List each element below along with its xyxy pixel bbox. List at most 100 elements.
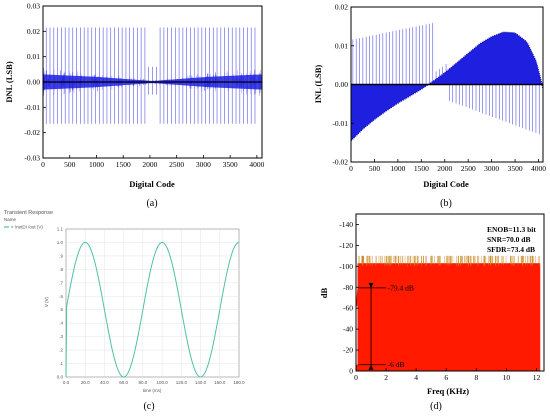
fft-arrow-head-down bbox=[368, 282, 374, 288]
transient-y-tick-label: 0.0 bbox=[57, 375, 64, 380]
fft-x-tick-label: 4 bbox=[414, 373, 418, 382]
dnl-x-tick-label: 0 bbox=[41, 160, 45, 169]
transient-x-tick-label: 40.0 bbox=[100, 380, 109, 385]
transient-chart: Transient Response Name > /netDI /out (V… bbox=[4, 210, 245, 412]
fft-x-tick-label: 2 bbox=[384, 373, 388, 382]
fft-y-axis-label: dB bbox=[319, 287, 329, 298]
transient-caption: (c) bbox=[143, 401, 154, 412]
transient-waveform bbox=[65, 241, 240, 378]
transient-y-tick-label: .3 bbox=[59, 334, 63, 339]
inl-x-tick-label: 500 bbox=[369, 164, 381, 173]
fft-arrow-head-up bbox=[368, 364, 374, 370]
transient-x-axis-label: time (ms) bbox=[143, 388, 162, 393]
fft-x-tick-label: 0 bbox=[354, 373, 358, 382]
fft-y-tick-label: 0 bbox=[349, 367, 353, 376]
transient-y-tick-label: .7 bbox=[59, 280, 63, 285]
dnl-chart: 0.03 0.02 0.01 0.00 -0.01 -0.02 -0.03 0 500 1000… bbox=[4, 2, 265, 210]
fft-y-tick-label: -40 bbox=[343, 325, 353, 334]
fft-x-ticks: 0 2 4 6 8 10 12 bbox=[354, 368, 540, 382]
dnl-x-tick-label: 2500 bbox=[169, 160, 184, 169]
inl-x-tick-label: 4000 bbox=[531, 164, 546, 173]
fft-x-tick-label: 6 bbox=[444, 373, 448, 382]
inl-x-tick-label: 1500 bbox=[414, 164, 429, 173]
inl-x-axis-label: Digital Code bbox=[423, 179, 469, 189]
transient-y-tick-label: .1 bbox=[59, 361, 63, 366]
transient-x-tick-label: 0.0 bbox=[63, 380, 70, 385]
fft-chart: 0 -20 -40 -60 -80 -100 -120 -140 0 2 4 6 8 10 12 -6 d… bbox=[319, 213, 545, 412]
inl-x-tick-label: 1000 bbox=[390, 164, 405, 173]
transient-y-tick-label: .2 bbox=[59, 348, 63, 353]
dnl-y-axis-label: DNL (LSB) bbox=[4, 61, 14, 102]
transient-plot-frame bbox=[65, 228, 240, 378]
fft-y-tick-label: -20 bbox=[343, 346, 353, 355]
fft-marks bbox=[355, 255, 541, 371]
dnl-y-tick-label: 0.01 bbox=[27, 52, 40, 61]
fft-y-tick-label: -120 bbox=[339, 241, 353, 250]
dnl-caption: (a) bbox=[146, 198, 157, 209]
dnl-x-ticks: 0 500 1000 1500 2000 2500 3000 3500 4000 bbox=[41, 155, 265, 169]
fft-caption: (d) bbox=[430, 401, 442, 412]
fft-y-ticks: 0 -20 -40 -60 -80 -100 -120 -140 bbox=[339, 220, 359, 376]
fft-plot-frame bbox=[355, 213, 545, 372]
transient-y-tick-label: .6 bbox=[59, 294, 63, 299]
transient-x-tick-label: 140.0 bbox=[195, 380, 207, 385]
transient-x-tick-label: 100.0 bbox=[156, 380, 168, 385]
fft-x-tick-label: 10 bbox=[503, 373, 511, 382]
fft-x-tick-label: 12 bbox=[533, 373, 541, 382]
transient-x-tick-label: 120.0 bbox=[176, 380, 188, 385]
inl-caption: (b) bbox=[440, 198, 452, 209]
dnl-y-tick-label: 0.03 bbox=[27, 2, 40, 11]
inl-chart: 0.02 0.01 0.00 -0.01 -0.02 0 500 1000 1500 2000 2… bbox=[313, 3, 546, 210]
transient-x-tick-label: 160.0 bbox=[214, 380, 226, 385]
dnl-y-tick-label: -0.02 bbox=[24, 128, 40, 137]
dnl-y-ticks: 0.03 0.02 0.01 0.00 -0.01 -0.02 -0.03 bbox=[24, 2, 46, 163]
transient-x-tick-label: 180.0 bbox=[233, 380, 245, 385]
dnl-x-tick-label: 3000 bbox=[196, 160, 211, 169]
transient-y-tick-label: .4 bbox=[59, 321, 63, 326]
dnl-x-tick-label: 1500 bbox=[116, 160, 131, 169]
inl-x-tick-label: 0 bbox=[349, 164, 353, 173]
fft-metric-text: ENOB=11.3 bit bbox=[487, 225, 536, 234]
dnl-x-tick-label: 500 bbox=[64, 160, 76, 169]
fft-x-tick-label: 8 bbox=[474, 373, 478, 382]
inl-y-tick-label: 0.00 bbox=[335, 80, 348, 89]
inl-x-tick-label: 2000 bbox=[437, 164, 452, 173]
transient-title: Transient Response bbox=[4, 210, 53, 216]
fft-peak-label: -6 dB bbox=[388, 360, 405, 369]
transient-y-tick-label: .9 bbox=[59, 253, 63, 258]
transient-marks bbox=[65, 241, 240, 378]
inl-y-tick-label: 0.02 bbox=[335, 3, 348, 12]
fft-x-axis-label: Freq (KHz) bbox=[427, 386, 469, 396]
transient-x-tick-label: 80.0 bbox=[139, 380, 148, 385]
fft-metric-text: SNR=70.0 dB bbox=[487, 235, 530, 244]
fft-metric-text: SFDR=73.4 dB bbox=[487, 245, 535, 254]
inl-x-tick-label: 3000 bbox=[484, 164, 499, 173]
transient-x-tick-label: 20.0 bbox=[81, 380, 90, 385]
transient-x-tick-label: 60.0 bbox=[119, 380, 128, 385]
transient-subtitle: Name bbox=[4, 217, 17, 222]
inl-x-ticks: 0 500 1000 1500 2000 2500 3000 3500 4000 bbox=[349, 159, 546, 173]
transient-grid bbox=[66, 229, 239, 377]
fft-y-tick-label: -60 bbox=[343, 304, 353, 313]
inl-x-tick-label: 2500 bbox=[461, 164, 476, 173]
transient-y-tick-label: .5 bbox=[59, 307, 63, 312]
dnl-x-tick-label: 3500 bbox=[223, 160, 238, 169]
dnl-y-tick-label: -0.01 bbox=[24, 103, 40, 112]
transient-y-tick-label: 1.0 bbox=[57, 240, 64, 245]
inl-area bbox=[351, 32, 543, 141]
transient-y-ticks: 1.1 1.0 .9 .8 .7 .6 .5 .4 .3 .2 .1 0.0 bbox=[57, 227, 64, 380]
fft-y-tick-label: -80 bbox=[343, 283, 353, 292]
transient-y-axis-label: V (V) bbox=[44, 296, 49, 307]
inl-y-ticks: 0.02 0.01 0.00 -0.01 -0.02 bbox=[332, 3, 354, 167]
dnl-x-axis-label: Digital Code bbox=[129, 179, 175, 189]
transient-y-tick-label: 1.1 bbox=[57, 227, 64, 232]
transient-legend-entry: > /netDI /out (V) bbox=[11, 225, 43, 230]
fft-noise-floor bbox=[357, 263, 541, 371]
fft-y-tick-label: -100 bbox=[339, 262, 353, 271]
fft-y-tick-label: -140 bbox=[339, 220, 353, 229]
dnl-y-tick-label: 0.02 bbox=[27, 27, 40, 36]
inl-y-tick-label: -0.02 bbox=[332, 158, 348, 167]
inl-marks bbox=[350, 23, 544, 142]
